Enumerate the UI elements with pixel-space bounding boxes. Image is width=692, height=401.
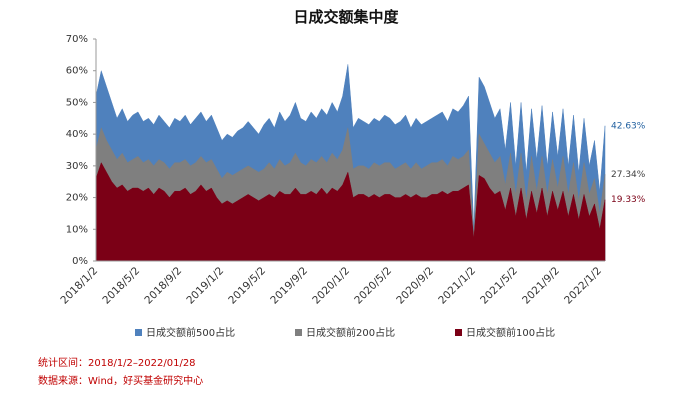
y-tick-label: 20% — [66, 193, 88, 204]
x-tick-label: 2019/5/2 — [226, 265, 268, 307]
x-tick-label: 2021/1/2 — [436, 265, 478, 307]
chart-title: 日成交额集中度 — [293, 8, 399, 26]
x-tick-label: 2020/5/2 — [352, 265, 394, 307]
legend-swatch — [135, 329, 142, 336]
value-label: 19.33% — [611, 195, 646, 205]
note: 统计区间：2018/1/2–2022/01/28 — [38, 356, 196, 369]
y-tick-label: 40% — [66, 129, 88, 140]
legend-swatch — [295, 329, 302, 336]
x-tick-label: 2020/9/2 — [394, 265, 436, 307]
x-tick-label: 2019/9/2 — [268, 265, 310, 307]
value-label: 27.34% — [611, 170, 646, 180]
note: 数据来源：Wind，好买基金研究中心 — [38, 374, 203, 387]
area — [95, 162, 606, 262]
x-tick-label: 2018/5/2 — [100, 265, 142, 307]
x-tick-label: 2021/5/2 — [478, 265, 520, 307]
legend-label: 日成交额前100占比 — [466, 326, 555, 339]
legend-swatch — [455, 329, 462, 336]
value-label: 42.63% — [611, 121, 646, 131]
y-tick-label: 50% — [66, 97, 88, 108]
y-tick-label: 60% — [66, 66, 88, 77]
y-tick-label: 0% — [72, 256, 88, 267]
y-tick-label: 10% — [66, 224, 88, 235]
y-tick-label: 70% — [66, 34, 88, 45]
x-tick-label: 2020/1/2 — [310, 265, 352, 307]
legend-label: 日成交额前200占比 — [306, 326, 395, 339]
x-tick-label: 2022/1/2 — [562, 265, 604, 307]
legend-label: 日成交额前500占比 — [146, 326, 235, 339]
x-tick-label: 2018/1/2 — [58, 265, 100, 307]
y-tick-label: 30% — [66, 161, 88, 172]
x-tick-label: 2021/9/2 — [520, 265, 562, 307]
x-tick-label: 2019/1/2 — [184, 265, 226, 307]
x-tick-label: 2018/9/2 — [142, 265, 184, 307]
